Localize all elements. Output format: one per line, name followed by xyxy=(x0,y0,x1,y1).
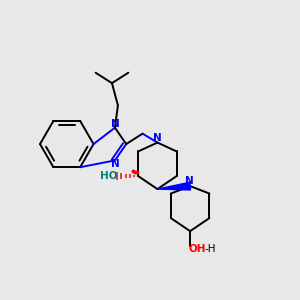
Text: N: N xyxy=(111,119,120,129)
Text: N: N xyxy=(111,159,120,169)
Text: OH: OH xyxy=(189,244,206,254)
Text: -H: -H xyxy=(204,244,216,254)
Text: N: N xyxy=(185,176,194,186)
Text: N: N xyxy=(153,133,162,142)
Text: HO: HO xyxy=(100,171,117,181)
Polygon shape xyxy=(158,182,190,190)
